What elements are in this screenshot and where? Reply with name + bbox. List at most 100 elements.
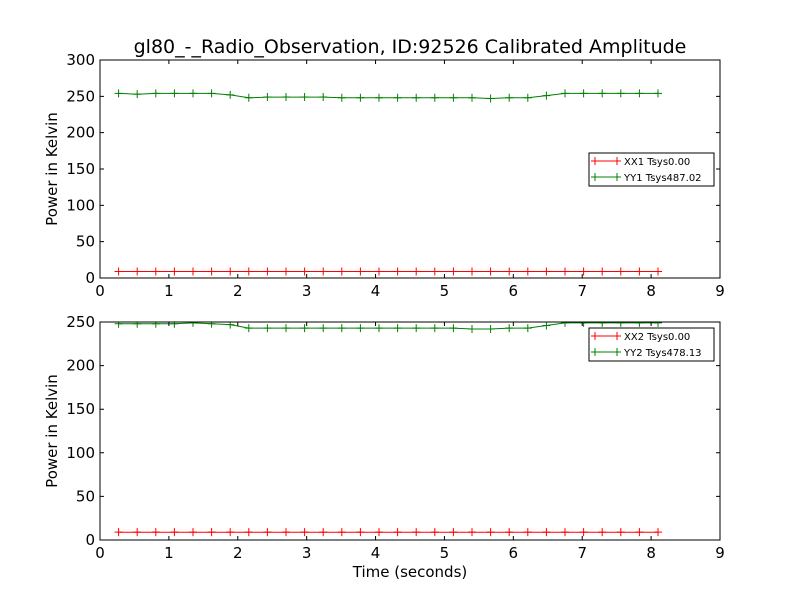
x-tick-label: 3 xyxy=(302,282,312,300)
data-point xyxy=(189,528,197,537)
legend-label: YY1 Tsys487.02 xyxy=(623,173,702,184)
data-point xyxy=(579,267,588,276)
y-tick-label: 200 xyxy=(66,357,95,375)
data-point xyxy=(189,267,197,276)
y-tick-label: 50 xyxy=(76,233,95,251)
data-point xyxy=(449,267,458,276)
data-point xyxy=(189,322,197,327)
chart-title: gl80_-_Radio_Observation, ID:92526 Calib… xyxy=(134,36,687,58)
data-point xyxy=(598,528,607,537)
data-point xyxy=(263,267,272,276)
data-point xyxy=(523,93,532,102)
x-axis-label: Time (seconds) xyxy=(352,563,468,581)
data-point xyxy=(207,322,216,328)
data-point xyxy=(300,528,309,537)
data-point xyxy=(505,267,514,276)
data-point xyxy=(505,528,514,537)
data-point xyxy=(654,267,662,276)
data-point xyxy=(282,93,290,102)
data-point xyxy=(635,267,644,276)
data-point xyxy=(393,267,402,276)
data-point xyxy=(635,89,644,98)
data-point xyxy=(486,528,495,537)
x-tick-label: 0 xyxy=(95,282,105,300)
data-point xyxy=(226,322,235,329)
x-tick-label: 5 xyxy=(440,544,450,562)
data-point xyxy=(114,267,123,276)
data-point xyxy=(449,528,458,537)
x-tick-label: 3 xyxy=(302,544,312,562)
y-tick-label: 250 xyxy=(66,87,95,105)
series-group xyxy=(114,89,662,276)
data-point xyxy=(505,93,514,102)
data-point xyxy=(170,89,179,98)
data-point xyxy=(523,528,532,537)
y-tick-label: 100 xyxy=(66,444,95,462)
legend-marker xyxy=(591,173,599,181)
legend: XX2 Tsys0.00 YY2 Tsys478.13 xyxy=(588,327,715,362)
y-tick-label: 0 xyxy=(85,269,95,287)
data-point xyxy=(616,267,625,276)
series-group xyxy=(114,322,662,537)
legend-marker xyxy=(613,173,621,181)
bottom-plot: 0 1 2 3 4 5 6 7 8 9 0 50 100 150 200 250 Power in Kelvin… xyxy=(43,313,725,581)
data-point xyxy=(170,528,179,537)
data-point xyxy=(468,528,476,537)
data-point xyxy=(114,322,123,328)
data-point xyxy=(486,94,495,103)
data-point xyxy=(616,89,625,98)
x-tick-label: 2 xyxy=(233,544,243,562)
data-point xyxy=(542,91,551,100)
data-point xyxy=(151,528,160,537)
data-point xyxy=(430,267,439,276)
data-point xyxy=(635,528,644,537)
x-tick-label: 4 xyxy=(371,544,381,562)
legend-label: YY2 Tsys478.13 xyxy=(623,348,702,359)
data-point xyxy=(654,528,662,537)
data-point xyxy=(579,528,588,537)
data-point xyxy=(337,324,346,333)
data-point xyxy=(449,93,458,102)
x-tick-label: 7 xyxy=(577,282,587,300)
data-point xyxy=(151,267,160,276)
data-point xyxy=(300,267,309,276)
data-point xyxy=(523,267,532,276)
data-point xyxy=(412,528,421,537)
data-point xyxy=(598,322,607,327)
data-point xyxy=(505,324,514,333)
data-point xyxy=(319,267,328,276)
x-tick-label: 1 xyxy=(164,282,174,300)
y-tick-label: 200 xyxy=(66,124,95,142)
data-point xyxy=(263,324,272,333)
legend-box xyxy=(588,327,715,362)
data-point xyxy=(356,324,365,333)
x-tick-label: 6 xyxy=(509,544,519,562)
data-point xyxy=(133,528,142,537)
data-point xyxy=(356,267,365,276)
data-point xyxy=(412,267,421,276)
data-point xyxy=(598,267,607,276)
y-tick-label: 150 xyxy=(66,160,95,178)
data-point xyxy=(468,93,476,102)
data-point xyxy=(356,93,365,102)
data-point xyxy=(114,528,123,537)
legend-marker xyxy=(613,332,621,340)
data-point xyxy=(561,89,569,98)
data-point xyxy=(114,89,123,98)
data-point xyxy=(300,93,309,102)
data-point xyxy=(561,528,569,537)
data-point xyxy=(133,267,142,276)
data-point xyxy=(654,89,662,98)
data-point xyxy=(319,528,328,537)
x-tick-label: 8 xyxy=(646,544,656,562)
data-point xyxy=(616,322,625,327)
y-tick-label: 250 xyxy=(66,313,95,331)
data-point xyxy=(654,322,662,327)
data-point xyxy=(244,93,253,102)
data-point xyxy=(542,322,551,330)
x-tick-label: 6 xyxy=(509,282,519,300)
data-point xyxy=(226,90,235,99)
data-point xyxy=(635,322,644,327)
data-point xyxy=(579,322,588,327)
